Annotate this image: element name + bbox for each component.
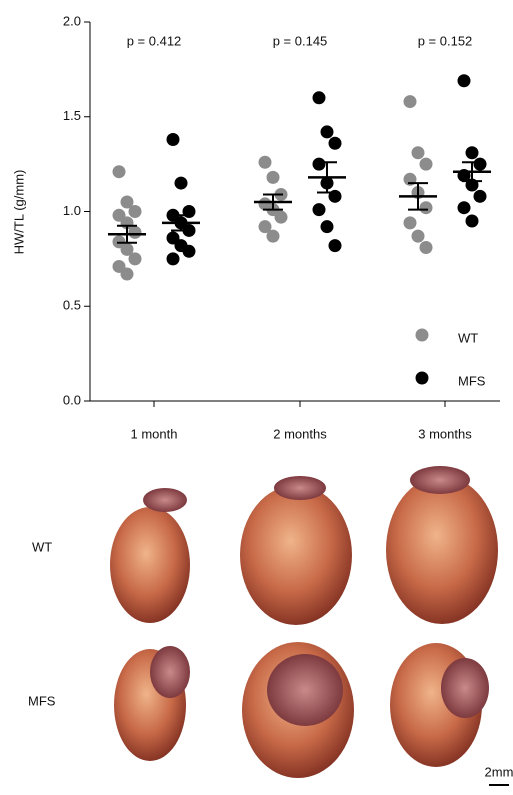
data-point [312,157,326,171]
data-point [312,203,326,217]
data-point [411,146,425,160]
y-tick-label: 0.5 [63,298,81,313]
x-tick-label: 1 month [131,426,178,441]
data-point [320,220,334,234]
data-point [465,214,479,228]
data-point [465,146,479,160]
y-tick-label: 1.5 [63,108,81,123]
row-label: MFS [28,693,56,708]
data-point [419,157,433,171]
heart-photo [143,488,187,512]
x-tick-label: 2 months [273,426,327,441]
data-point [128,252,142,266]
data-point [274,210,288,224]
heart-photo [267,654,343,726]
legend-label: WT [458,330,478,345]
legend-marker [415,371,429,385]
y-tick-label: 2.0 [63,13,81,28]
data-point [258,155,272,169]
scale-bar-label: 2mm [485,764,513,779]
data-point [411,229,425,243]
legend-marker [415,328,429,342]
y-tick-label: 1.0 [63,203,81,218]
heart-photo [410,466,470,494]
heart-photo [441,658,489,718]
heart-photo [274,476,326,500]
data-point [403,95,417,109]
heart-photo [150,646,190,698]
data-point [457,201,471,215]
heart-photo [386,476,498,624]
data-point [419,201,433,215]
data-point [120,242,134,256]
data-point [266,229,280,243]
data-point [258,220,272,234]
data-point [320,125,334,139]
data-point [473,157,487,171]
heart-photo [110,507,190,623]
legend-label: MFS [458,373,486,388]
data-point [166,252,180,266]
data-point [403,216,417,230]
data-point [312,91,326,105]
data-point [174,176,188,190]
heart-photo [240,485,352,625]
x-tick-label: 3 months [418,426,472,441]
data-point [120,195,134,209]
data-point [328,136,342,150]
p-value: p = 0.412 [127,33,182,48]
data-point [128,225,142,239]
data-point [457,74,471,88]
data-point [266,170,280,184]
data-point [473,189,487,203]
data-point [419,241,433,255]
heart-photos [110,466,498,778]
row-label: WT [32,539,52,554]
data-point [182,244,196,258]
data-point [328,239,342,253]
y-tick-label: 0.0 [63,392,81,407]
data-point [166,132,180,146]
data-point [112,165,126,179]
data-point [128,205,142,218]
y-axis-label: HW/TL (g/mm) [11,170,26,255]
data-point [120,267,134,281]
p-value: p = 0.145 [273,33,328,48]
p-value: p = 0.152 [418,33,473,48]
